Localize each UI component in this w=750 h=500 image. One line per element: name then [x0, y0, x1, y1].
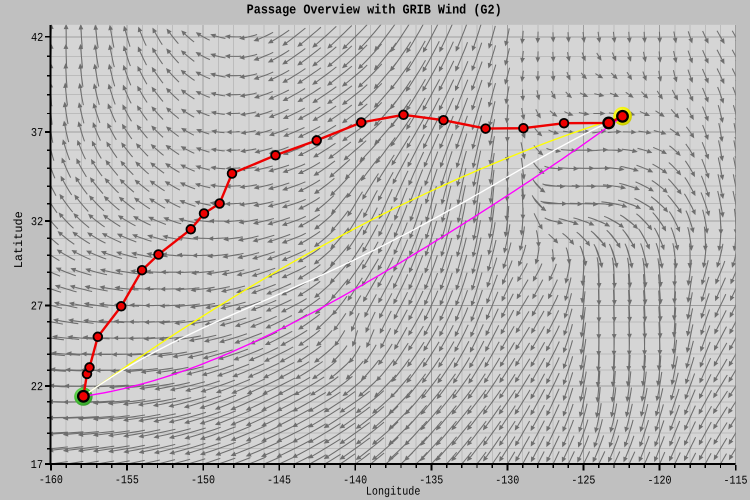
svg-text:-155: -155 [115, 473, 139, 487]
svg-text:-135: -135 [419, 473, 443, 487]
svg-text:Longitude: Longitude [366, 485, 421, 499]
svg-text:37: 37 [31, 126, 43, 140]
svg-text:22: 22 [31, 380, 43, 394]
svg-text:-125: -125 [571, 474, 595, 488]
svg-text:32: 32 [31, 215, 43, 229]
svg-text:-115: -115 [724, 474, 748, 488]
svg-text:-140: -140 [343, 473, 367, 487]
svg-text:-160: -160 [39, 473, 63, 487]
svg-text:42: 42 [31, 31, 43, 45]
svg-text:-145: -145 [267, 473, 291, 487]
svg-text:Latitude: Latitude [12, 211, 26, 268]
svg-text:-150: -150 [191, 473, 215, 487]
svg-text:-130: -130 [495, 473, 519, 487]
svg-text:27: 27 [31, 299, 43, 313]
svg-text:17: 17 [31, 458, 43, 472]
svg-text:Passage Overview with GRIB Win: Passage Overview with GRIB Wind (G2) [247, 3, 502, 18]
svg-text:-120: -120 [647, 474, 671, 488]
